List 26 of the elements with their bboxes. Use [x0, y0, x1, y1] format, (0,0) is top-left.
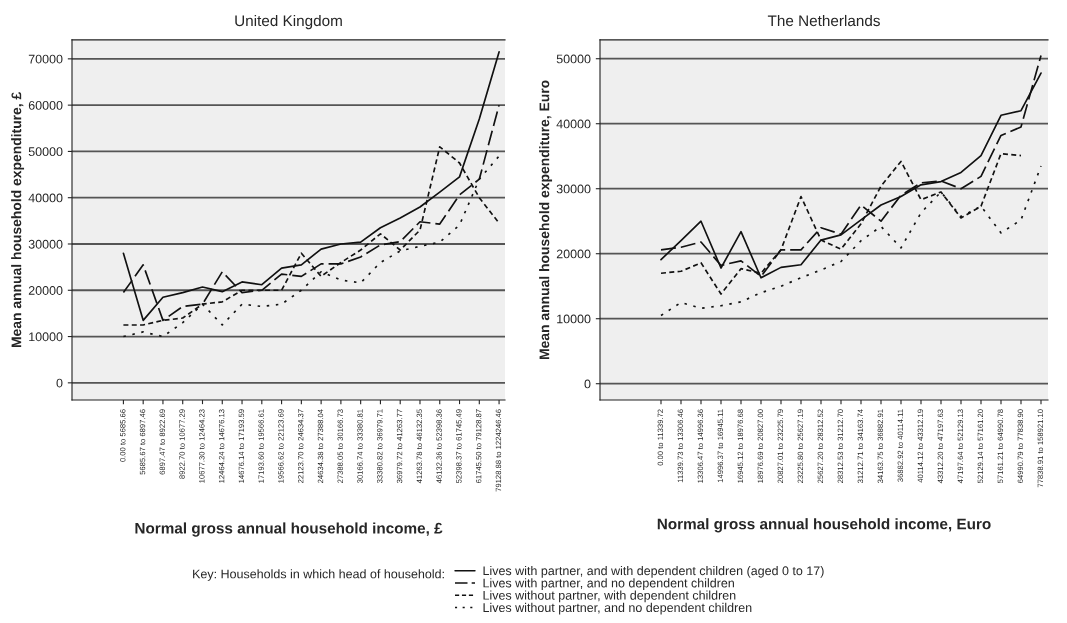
legend-label: Lives without partner, with dependent children [483, 590, 736, 603]
y-tick-label: 50000 [556, 54, 591, 64]
y-tick-label: 10000 [557, 314, 591, 324]
y-tick-label: 60000 [28, 100, 63, 110]
y-tick-label: 30000 [556, 184, 591, 194]
legend-label: Lives with partner, and no dependent children [483, 578, 734, 590]
chart-title: United Kingdom [235, 14, 342, 30]
y-tick-label: 0 [56, 378, 63, 388]
y-tick-label: 40000 [556, 119, 591, 129]
y-axis-title: Mean annual household expenditure, £ [11, 91, 25, 348]
legend-title: Key: Households in which head of household: [193, 569, 444, 581]
line-series [122, 51, 500, 322]
y-tick-label: 0 [584, 379, 591, 389]
y-tick-label: 20000 [556, 249, 591, 259]
legend-label: Lives without partner, and no dependent children [483, 602, 752, 615]
x-axis-title: Normal gross annual household income, £ [135, 522, 443, 537]
y-tick-label: 20000 [28, 286, 63, 295]
y-tick-label: 10000 [29, 332, 63, 342]
y-axis-title: Mean annual household expenditure, Euro [539, 80, 553, 360]
y-tick-label: 70000 [28, 54, 63, 64]
legend-label: Lives with partner, and with dependent children (aged 0 to 17) [483, 566, 824, 578]
chart-title: The Netherlands [767, 14, 880, 27]
x-axis-title: Normal gross annual household income, Euro [657, 518, 991, 533]
y-tick-label: 40000 [28, 193, 63, 203]
y-tick-label: 50000 [28, 147, 63, 157]
y-tick-label: 30000 [28, 239, 63, 249]
